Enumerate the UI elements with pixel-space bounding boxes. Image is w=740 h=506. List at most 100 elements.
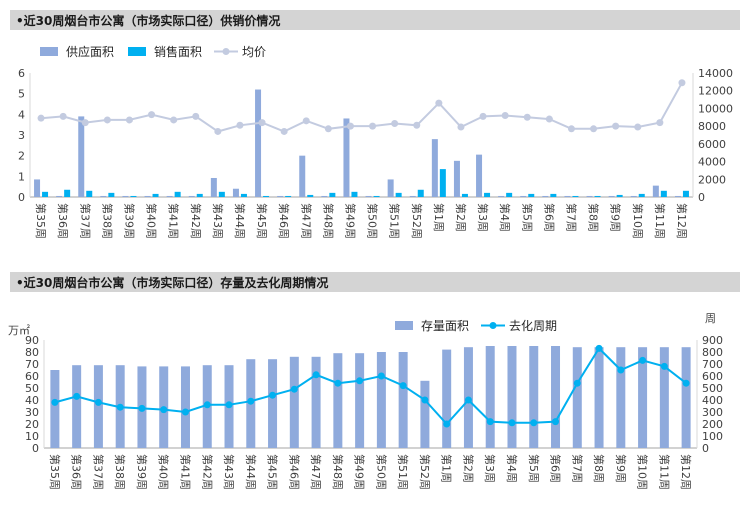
legend-label: 存量面积 [421, 319, 469, 333]
line-point [160, 406, 168, 414]
line-point [334, 379, 342, 387]
y-left-tick-label: 4 [18, 108, 25, 121]
legend-label: 供应面积 [66, 44, 114, 59]
inventory-turnover-chart: 0102030405060708090010020030040050060070… [8, 312, 723, 490]
line-point [464, 396, 472, 404]
bar-secondary [329, 192, 336, 197]
bar-secondary [285, 195, 292, 197]
y-left-tick-label: 90 [25, 334, 39, 347]
chart1-title: •近30周烟台市公寓（市场实际口径）供销价情况 [16, 14, 281, 28]
line-point [523, 113, 531, 121]
x-tick-label: 第8周 [592, 454, 606, 483]
bar-primary [255, 89, 262, 197]
bar-primary [100, 195, 107, 197]
bar-secondary [42, 191, 49, 197]
bar-primary [56, 195, 63, 197]
line-point [290, 385, 298, 393]
x-tick-label: 第37周 [91, 454, 105, 490]
bar-primary [485, 346, 495, 448]
legend-swatch-marker [489, 322, 497, 329]
legend-swatch-marker [222, 48, 230, 55]
x-tick-label: 第3周 [483, 454, 497, 483]
bar-primary [476, 154, 483, 197]
bar-primary [542, 195, 549, 197]
legend-label: 均价 [242, 45, 266, 59]
y-left-tick-label: 30 [25, 406, 39, 419]
line-point [192, 112, 200, 120]
bar-primary [616, 347, 626, 448]
y-right-tick-label: 8000 [698, 120, 726, 133]
bar-primary [387, 179, 394, 197]
series-line [54, 346, 687, 426]
y-right-tick-label: 100 [702, 430, 723, 443]
line-point [530, 419, 538, 427]
y-left-tick-label: 6 [18, 67, 25, 80]
bar-secondary [660, 190, 667, 197]
bar-secondary [461, 193, 468, 197]
y-right-tick-label: 900 [702, 334, 723, 347]
bar-primary [376, 352, 386, 448]
bar-secondary [528, 193, 535, 197]
bar-secondary [417, 189, 424, 197]
bar-primary [572, 347, 582, 448]
x-tick-label: 第52周 [418, 454, 432, 490]
x-tick-label: 第40周 [145, 203, 159, 239]
y-left-tick-label: 40 [25, 394, 39, 407]
series-line [40, 82, 683, 133]
x-tick-label: 第35周 [34, 203, 48, 239]
line-point [203, 401, 211, 409]
x-tick-label: 第6周 [549, 454, 563, 483]
x-tick-label: 第10周 [631, 203, 645, 239]
bar-primary [652, 185, 659, 197]
x-tick-label: 第9周 [609, 203, 623, 232]
x-tick-label: 第11周 [657, 454, 671, 490]
bar-primary [586, 195, 593, 197]
bar-primary [355, 353, 365, 448]
x-tick-label: 第44周 [233, 203, 247, 239]
line-point [590, 125, 598, 133]
x-tick-label: 第42周 [200, 454, 214, 490]
y-left-tick-label: 50 [25, 382, 39, 395]
line-point [377, 372, 385, 380]
bar-primary [630, 195, 637, 197]
line-point [567, 125, 575, 133]
line-point [225, 401, 233, 409]
bar-primary [166, 195, 173, 197]
bar-primary [34, 179, 41, 197]
bar-secondary [108, 192, 115, 197]
x-tick-label: 第47周 [299, 203, 313, 239]
x-tick-label: 第37周 [78, 203, 92, 239]
line-point [369, 122, 377, 130]
bar-primary [343, 118, 350, 197]
bar-primary [72, 365, 82, 448]
x-tick-label: 第9周 [614, 454, 628, 483]
y-right-tick-label: 300 [702, 406, 723, 419]
bar-primary [365, 195, 372, 197]
line-point [247, 397, 255, 405]
x-tick-label: 第4周 [498, 203, 512, 232]
bar-primary [333, 353, 343, 448]
x-tick-label: 第52周 [410, 203, 424, 239]
y-right-tick-label: 2000 [698, 173, 726, 186]
bar-primary [398, 352, 408, 448]
y-right-unit: 周 [705, 312, 716, 325]
bar-secondary [86, 190, 93, 197]
line-point [81, 119, 89, 127]
bar-primary [498, 195, 505, 197]
line-point [421, 396, 429, 404]
bar-primary [520, 195, 527, 197]
x-tick-label: 第40周 [157, 454, 171, 490]
x-tick-label: 第50周 [366, 203, 380, 239]
y-left-tick-label: 20 [25, 418, 39, 431]
y-left-tick-label: 3 [18, 129, 25, 142]
x-tick-label: 第36周 [70, 454, 84, 490]
x-tick-label: 第45周 [255, 203, 269, 239]
bar-primary [122, 195, 129, 197]
y-right-tick-label: 6000 [698, 138, 726, 151]
legend-label: 去化周期 [509, 319, 557, 333]
bar-primary [453, 160, 460, 197]
inventory-turnover-panel: •近30周烟台市公寓（市场实际口径）存量及去化周期情况 0 10 20 30 40 50 6… [0, 250, 740, 506]
line-point [125, 116, 133, 124]
x-tick-label: 第39周 [122, 203, 136, 239]
line-point [59, 112, 67, 120]
